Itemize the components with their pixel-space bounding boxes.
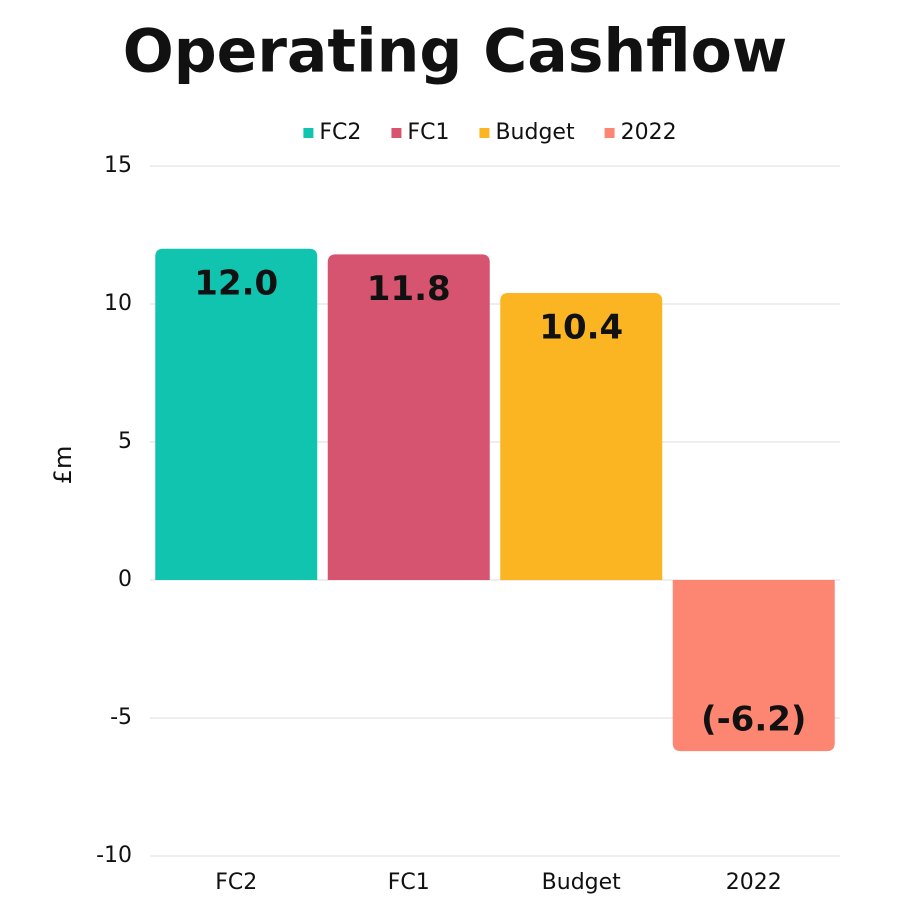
legend-label: 2022: [621, 120, 677, 145]
legend-swatch: [604, 128, 615, 138]
chart-title: Operating Cashflow: [123, 17, 788, 87]
y-tick-label: -5: [110, 705, 132, 730]
legend-label: FC1: [407, 120, 449, 145]
x-tick-label: FC2: [215, 870, 257, 895]
bar: [500, 292, 663, 580]
x-tick-label: FC1: [388, 870, 430, 895]
legend-swatch: [479, 128, 490, 138]
legend-label: FC2: [319, 120, 361, 145]
y-tick-label: 10: [104, 291, 132, 316]
y-tick-label: -10: [96, 843, 132, 868]
y-axis-label: £m: [49, 446, 77, 485]
value-label: (-6.2): [701, 700, 806, 740]
legend-swatch: [303, 128, 314, 138]
y-tick-label: 0: [118, 567, 132, 592]
x-tick-label: Budget: [542, 870, 622, 895]
bar: [155, 248, 318, 581]
x-tick-label: 2022: [726, 870, 782, 895]
legend-swatch: [391, 128, 402, 138]
bar: [327, 254, 490, 580]
value-label: 11.8: [367, 269, 451, 309]
bar: [672, 580, 835, 752]
value-label: 10.4: [539, 307, 623, 347]
y-tick-label: 15: [104, 153, 132, 178]
y-tick-label: 5: [118, 429, 132, 454]
legend-label: Budget: [495, 120, 575, 145]
value-label: 12.0: [194, 263, 278, 303]
